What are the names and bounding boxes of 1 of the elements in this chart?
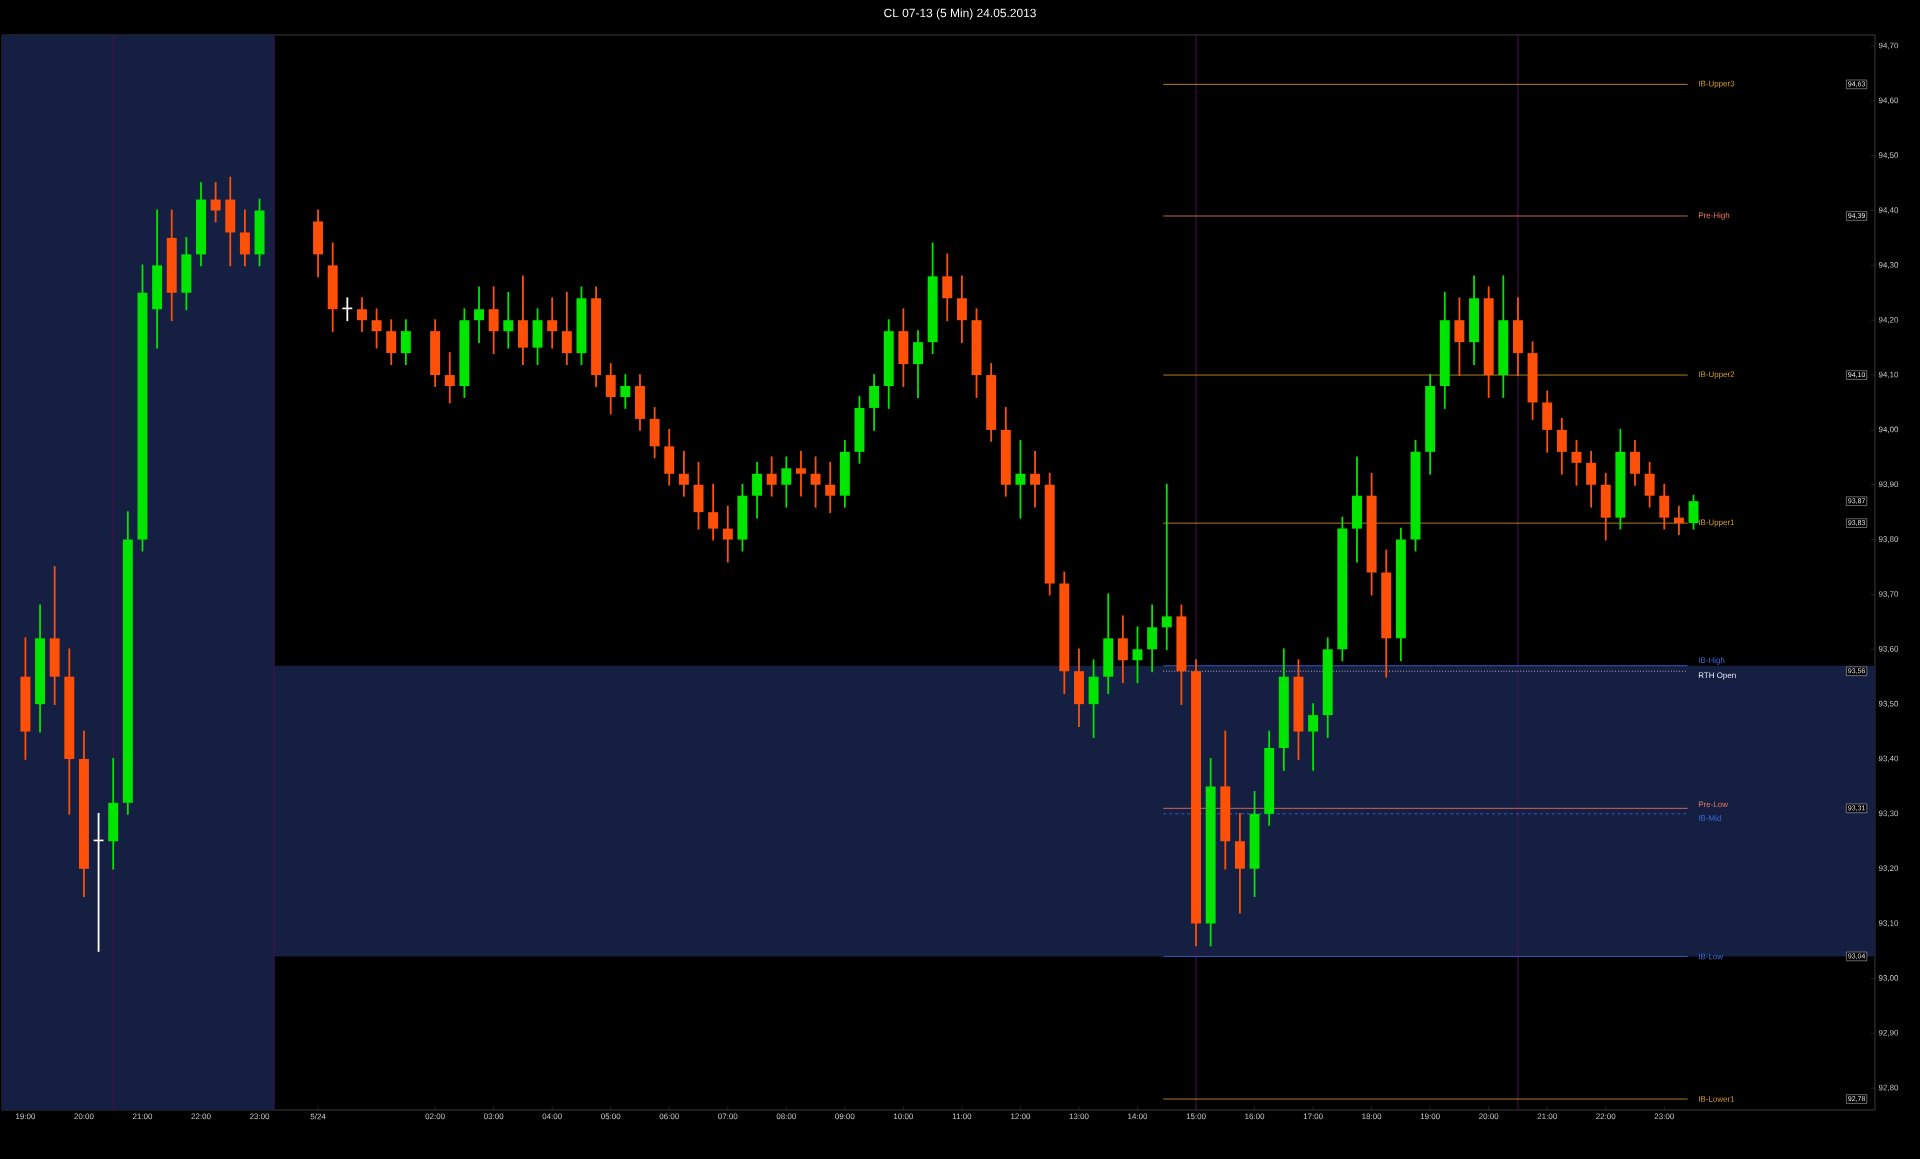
chart-title: CL 07-13 (5 Min) 24.05.2013 [884,8,1036,20]
